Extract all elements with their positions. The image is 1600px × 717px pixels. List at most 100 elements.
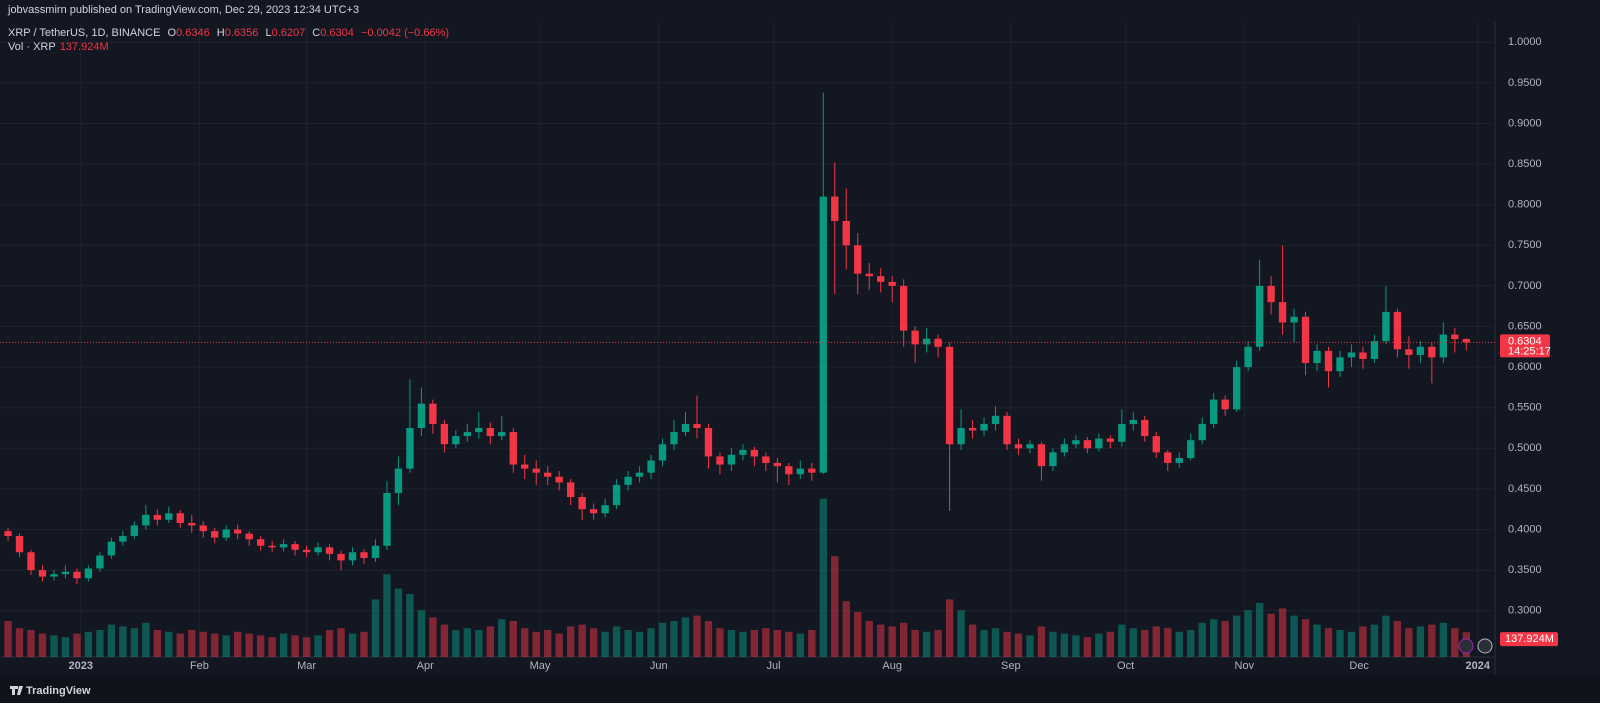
volume-bar <box>831 556 839 657</box>
x-tick-label: Oct <box>1117 660 1134 672</box>
volume-bar <box>1324 628 1333 657</box>
volume-bar <box>1393 621 1402 657</box>
legend-key: O <box>167 27 177 39</box>
candle-body <box>130 525 139 537</box>
volume-bar <box>291 635 299 657</box>
volume-bar <box>1187 630 1195 657</box>
symbol[interactable]: XRP / TetherUS, 1D, BINANCE <box>8 27 161 39</box>
volume-bar <box>727 630 736 657</box>
volume-bar <box>1129 628 1137 657</box>
candle-body <box>360 552 368 558</box>
volume-bar <box>899 622 908 657</box>
volume-bar <box>38 633 47 657</box>
volume-bar <box>302 637 311 657</box>
y-tick-label: 0.3000 <box>1508 605 1542 617</box>
volume-bar <box>142 622 150 657</box>
volume-bar <box>635 631 644 657</box>
candle-body <box>1439 334 1448 358</box>
candle-body <box>498 432 506 437</box>
legend-key: L <box>265 27 272 39</box>
volume-bar <box>4 621 12 657</box>
candle-body <box>429 403 437 424</box>
volume-bar <box>1083 637 1092 657</box>
candle-body <box>693 423 701 429</box>
volume-bar <box>440 624 449 657</box>
candle-body <box>624 476 632 485</box>
volume-bar <box>957 610 965 657</box>
volume-bar <box>624 630 632 657</box>
price-tag <box>1500 334 1550 358</box>
volume-bar <box>1106 631 1115 657</box>
candle-body <box>1347 352 1356 358</box>
volume-bar <box>647 628 655 657</box>
volume-bar <box>578 624 586 657</box>
candle-body <box>314 547 322 553</box>
x-tick-label: Jun <box>650 660 668 672</box>
volume-bar <box>452 630 460 657</box>
volume-bar <box>27 630 35 657</box>
volume-bar <box>1313 624 1321 657</box>
candle-body <box>1026 444 1034 449</box>
candle-body <box>1267 285 1275 303</box>
volume-bar <box>279 633 288 657</box>
logo <box>10 686 23 695</box>
x-tick-label: Apr <box>417 660 434 672</box>
candle-body <box>819 196 827 473</box>
volume-bar <box>1278 608 1287 657</box>
candle-body <box>934 338 942 347</box>
candle-body <box>877 276 885 282</box>
candle-body <box>176 513 184 524</box>
candle-body <box>808 468 816 473</box>
y-tick-label: 0.8000 <box>1508 199 1542 211</box>
volume-bar <box>934 630 942 657</box>
candle-body <box>1370 341 1379 359</box>
volume-bar <box>819 498 827 657</box>
candle-body <box>1129 419 1137 424</box>
volume-bar <box>1451 628 1459 657</box>
candle-body <box>1301 316 1310 364</box>
candle-body <box>762 456 770 463</box>
volume-bar <box>429 617 437 657</box>
volume-bar <box>1210 619 1218 657</box>
volume-bar <box>463 628 472 657</box>
x-tick-label: Nov <box>1235 660 1255 672</box>
candle-body <box>50 574 58 577</box>
volume-bar <box>84 631 93 657</box>
volume-bar <box>693 615 701 657</box>
volume-bar <box>1347 631 1356 657</box>
volume-bar <box>268 637 276 657</box>
y-tick-label: 0.5000 <box>1508 442 1542 454</box>
x-tick-label: Mar <box>297 660 316 672</box>
candle-body <box>658 444 667 461</box>
volume-bar <box>1370 624 1379 657</box>
x-tick-label: 2023 <box>68 660 92 672</box>
candle-body <box>1072 440 1080 445</box>
indicator-icon[interactable] <box>1458 638 1474 654</box>
volume-bar <box>188 630 196 657</box>
volume-bar <box>406 594 414 657</box>
volume-bar <box>73 633 81 657</box>
candle-body <box>302 549 311 553</box>
volume-bar <box>762 628 770 657</box>
volume-bar <box>1244 610 1252 657</box>
candle-body <box>980 423 988 431</box>
candle-body <box>1324 350 1333 372</box>
x-tick-label: Feb <box>190 660 209 672</box>
candle-body <box>1095 438 1103 449</box>
volume-tag-text: 137.924M <box>1505 633 1554 645</box>
candle-body <box>1187 440 1195 459</box>
candle-body <box>727 454 736 465</box>
candle-body <box>61 571 70 575</box>
volume-bar <box>325 630 334 657</box>
candle-body <box>96 555 104 569</box>
flag-icon[interactable] <box>1477 638 1493 654</box>
candle-body <box>475 428 483 433</box>
candle-body <box>922 338 931 345</box>
volume-name: Vol · XRP <box>8 41 56 53</box>
volume-bar <box>61 637 70 657</box>
legend-value: 0.6304 <box>320 27 354 39</box>
x-tick-label: 2024 <box>1466 660 1491 672</box>
candle-body <box>234 529 242 534</box>
candle-body <box>532 468 540 473</box>
candle-body <box>750 449 759 457</box>
